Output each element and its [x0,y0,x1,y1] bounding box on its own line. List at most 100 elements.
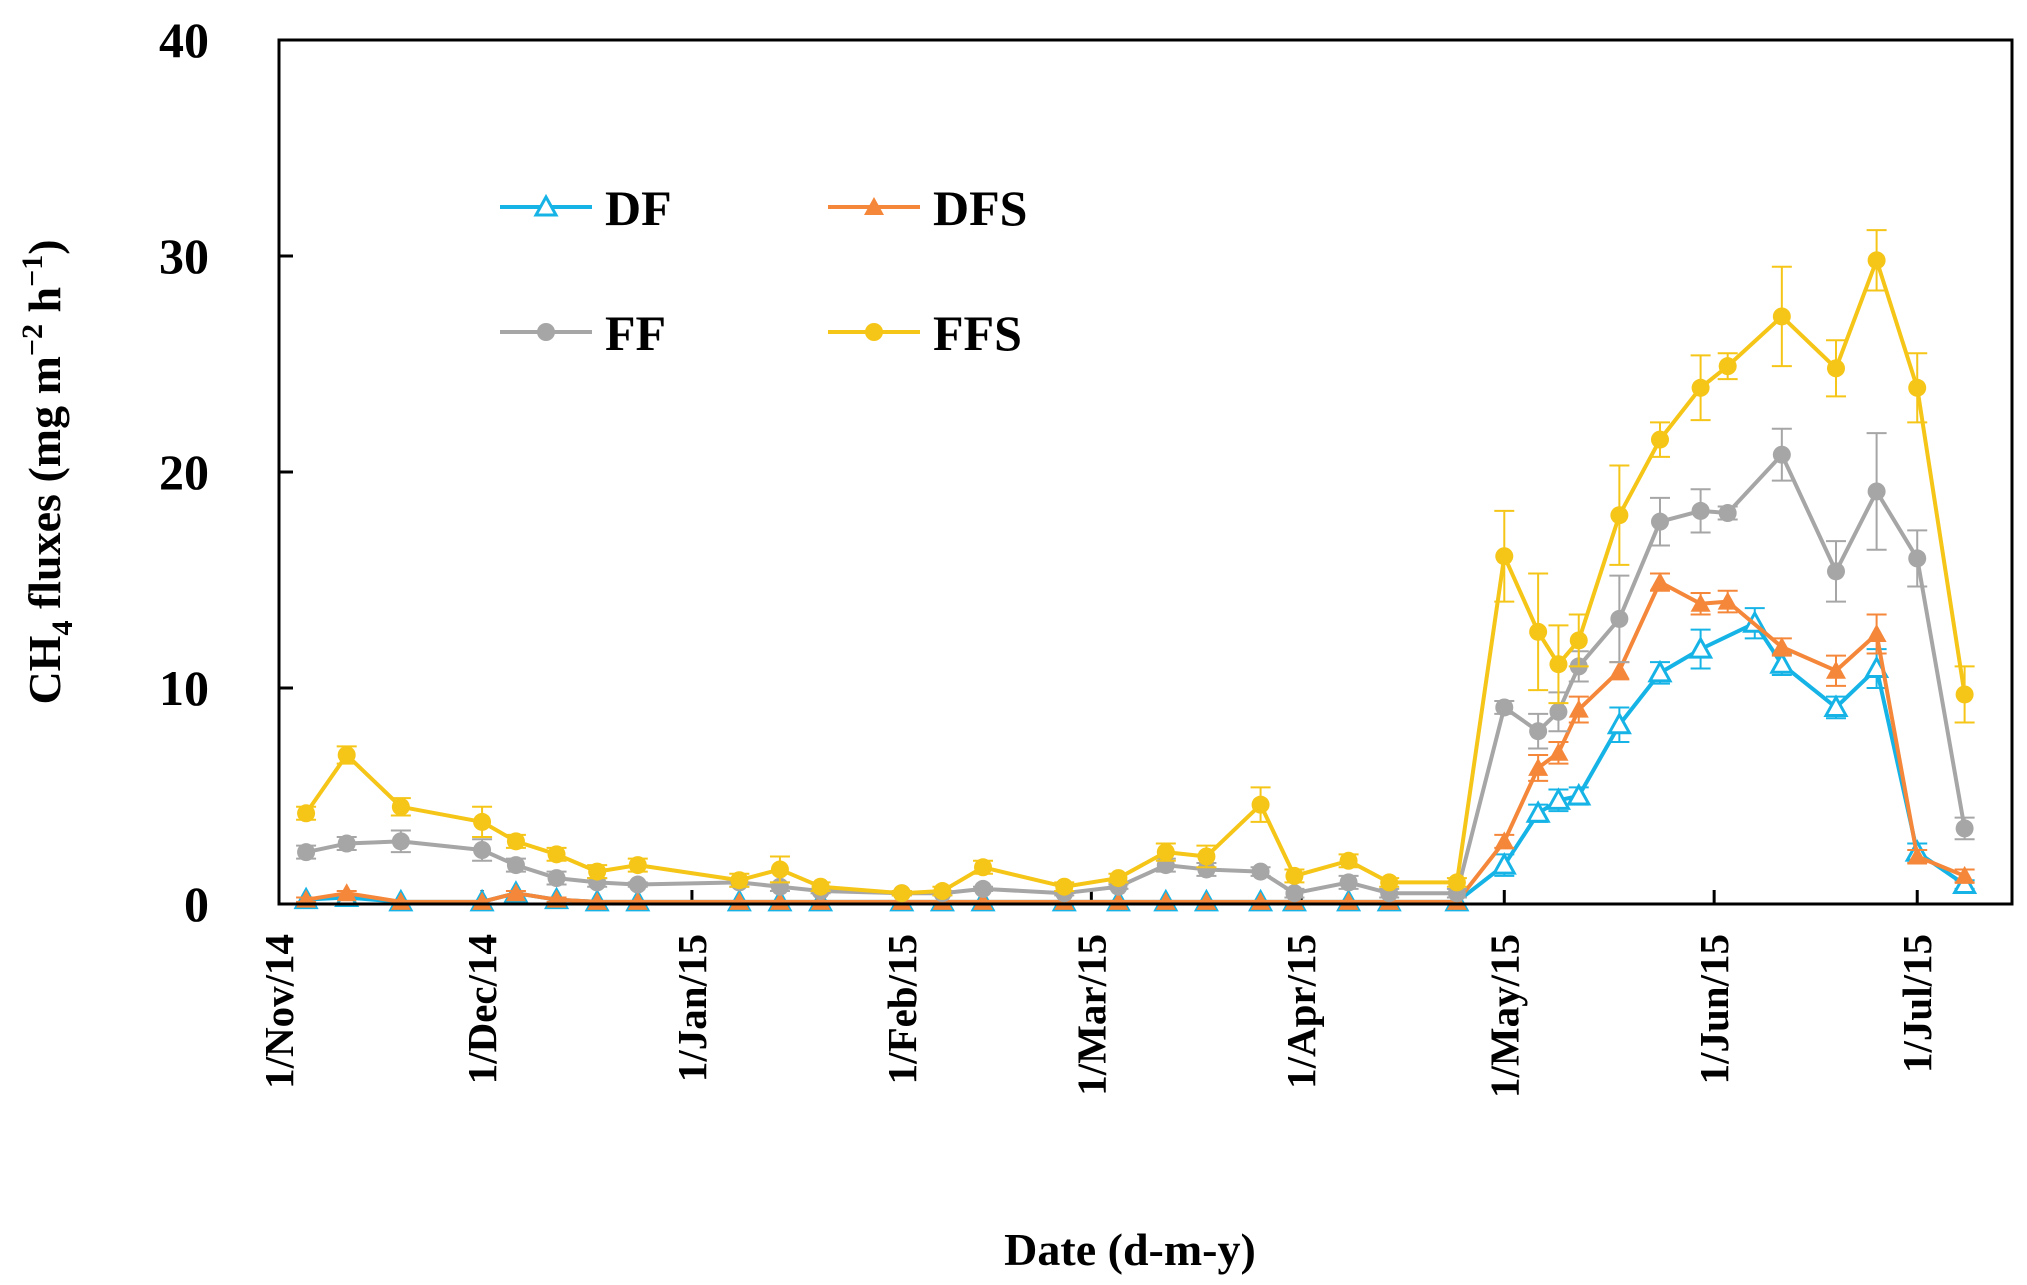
data-point-ffs [506,832,525,851]
legend-marker-ff [537,323,555,341]
x-tick-label: 1/Feb/15 [879,934,925,1084]
data-point-ffs [1718,357,1737,376]
legend-marker-dfs [864,197,884,215]
legend-item-dfs: DFS [828,180,1027,236]
data-point-ff [473,841,492,859]
series-line-ffs [304,258,1967,896]
data-point-ff [391,832,410,851]
data-point-dfs [1649,572,1670,591]
data-point-ffs [1197,847,1216,866]
data-point-dfs [1690,593,1711,612]
data-point-ffs [1156,843,1175,862]
data-point-dfs [1609,660,1630,679]
data-point-ff [547,869,566,888]
data-point-dfs [1494,831,1515,850]
legend-marker-ffs [865,323,883,341]
legend-item-ff: FF [500,305,666,361]
legend-item-df: DF [500,180,672,236]
data-point-ffs [974,858,993,877]
y-tick-label: 0 [184,876,209,932]
tick-marks [277,38,1919,906]
data-point-ff [1610,609,1629,628]
series-ffs [296,229,1975,903]
data-point-ff [297,843,316,862]
data-point-dfs [1954,865,1975,884]
data-point-df [1823,694,1849,717]
data-point-df [1525,800,1551,823]
x-tick-label: 1/Mar/15 [1068,934,1114,1096]
data-point-dfs [1866,624,1887,642]
data-point-ff [974,879,993,898]
x-axis-title: Date (d-m-y) [1004,1224,1256,1275]
data-point-ffs [391,797,410,816]
data-point-ffs [1691,378,1710,397]
data-point-ffs [1908,378,1927,397]
data-point-dfs [1717,591,1738,610]
data-point-ffs [1610,506,1629,525]
x-tick-label: 1/Nov/14 [256,934,302,1089]
data-point-ff [506,856,525,875]
data-point-ffs [297,804,316,823]
data-point-ff [1908,549,1927,568]
data-point-ffs [337,745,356,764]
legend-label-ff: FF [605,305,666,361]
y-title-main: CH [19,635,70,704]
legend: DF DFS FF FFS [500,180,1027,361]
data-point-ff [1549,702,1568,721]
legend-marker-df [533,193,559,217]
plot-frame [277,38,2014,906]
data-point-ff [628,875,647,894]
data-point-ff [337,834,356,853]
data-point-ff [1955,819,1974,838]
y-title-mid: h [19,287,70,324]
y-axis-title: CH4 fluxes (mg m−2 h−1) [16,239,79,704]
data-point-ffs [1339,851,1358,870]
data-point-df [1566,782,1592,806]
y-title-superscript-1: −2 [16,324,49,356]
data-point-dfs [1548,742,1569,761]
data-point-ff [1691,501,1710,520]
y-title-subscript: 4 [46,621,79,636]
data-point-dfs [1907,846,1928,865]
data-point-ffs [1867,251,1886,270]
data-point-ff [1339,873,1358,892]
data-point-ffs [1650,430,1669,449]
data-point-ffs [1495,547,1514,566]
legend-label-dfs: DFS [933,180,1027,236]
data-point-ffs [1826,359,1845,378]
data-point-ffs [1549,655,1568,674]
data-point-ffs [1529,622,1548,641]
y-tick-label: 10 [159,660,209,716]
series-ff [296,427,1975,903]
x-tick-label: 1/Apr/15 [1278,934,1324,1089]
data-point-ffs [588,862,607,881]
data-point-ffs [933,882,952,901]
data-point-ffs [730,871,749,890]
data-point-ff [1650,512,1669,531]
data-point-ff [1718,504,1737,523]
data-point-dfs [1568,699,1589,718]
data-point-dfs [1825,660,1846,679]
data-point-ffs [1285,866,1304,885]
data-point-dfs [336,883,357,902]
data-point-ff [1772,445,1791,464]
data-point-ffs [473,812,492,831]
data-point-ffs [1380,873,1399,892]
data-point-ffs [1955,685,1974,704]
y-title-rest: fluxes (mg m [19,356,70,620]
data-point-ff [1867,482,1886,501]
data-point-ff [1285,884,1304,903]
data-point-df [1769,651,1795,674]
data-point-df [1491,852,1517,875]
legend-label-ffs: FFS [933,305,1022,361]
y-tick-label: 40 [159,12,209,68]
data-point-ffs [811,877,830,896]
legend-item-ffs: FFS [828,305,1022,361]
data-point-dfs [1771,636,1792,655]
data-point-dfs [1528,757,1549,776]
data-point-ffs [547,845,566,864]
y-tick-label: 30 [159,228,209,284]
tick-labels: 0 10 20 30 40 1/Nov/14 1/Dec/14 1/Jan/15 1/Feb/1… [159,12,1940,1098]
y-tick-label: 20 [159,444,209,500]
data-point-ffs [1772,307,1791,326]
